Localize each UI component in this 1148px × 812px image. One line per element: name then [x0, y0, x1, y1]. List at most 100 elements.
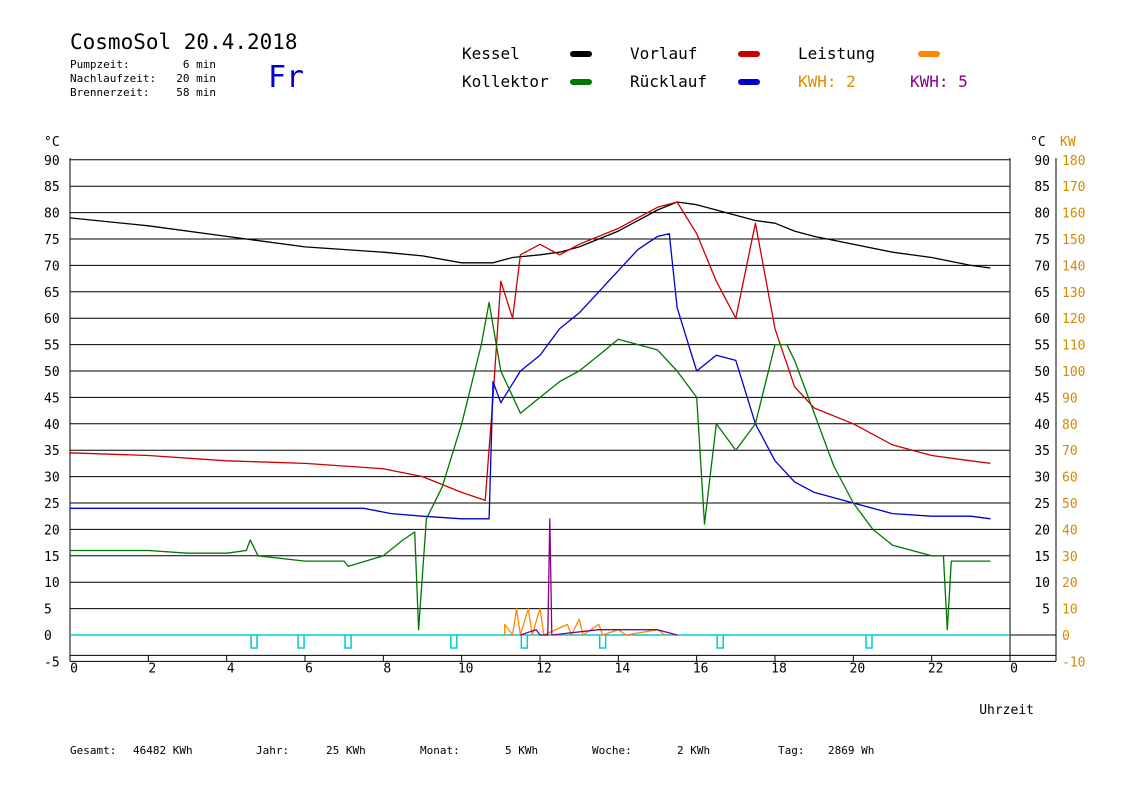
pump-pulse: [716, 635, 724, 649]
y-tick-label-right: 30: [1034, 471, 1050, 486]
legend-kollektor-swatch: [570, 79, 592, 85]
x-tick-label: 0: [1010, 661, 1018, 676]
y-tick-label-right: 55: [1034, 339, 1050, 354]
y-tick-label-left: 15: [44, 550, 60, 565]
y-tick-label-kw: 100: [1062, 365, 1085, 380]
x-tick-label: 8: [383, 661, 391, 676]
legend-leistung-label: Leistung: [798, 44, 876, 63]
y-tick-label-right: 70: [1034, 259, 1050, 274]
y-tick-label-kw: 160: [1062, 207, 1085, 222]
legend-kwh-b: KWH: 5: [910, 72, 968, 91]
x-tick-label: 2: [148, 661, 156, 676]
y-tick-label-kw: 130: [1062, 286, 1085, 301]
y-tick-label-kw: 120: [1062, 312, 1085, 327]
y-tick-label-right: 35: [1034, 444, 1050, 459]
brennerzeit-value: 58 min: [176, 86, 216, 99]
y-tick-label-kw: 180: [1062, 154, 1085, 169]
y-tick-label-kw: 70: [1062, 444, 1078, 459]
pump-pulse: [344, 635, 352, 649]
y-tick-label-left: 0: [44, 629, 52, 644]
y-axis-label-right-kw: KW: [1060, 135, 1076, 150]
y-tick-label-kw: 90: [1062, 391, 1078, 406]
y-tick-label-left: 45: [44, 391, 60, 406]
pumpzeit-value: 6 min: [182, 58, 216, 71]
y-tick-label-right: 15: [1034, 550, 1050, 565]
y-tick-label-right: 45: [1034, 391, 1050, 406]
legend-kwh-a: KWH: 2: [798, 72, 856, 91]
x-tick-label: 18: [771, 661, 787, 676]
y-tick-label-left: 75: [44, 233, 60, 248]
legend-leistung-swatch: [918, 51, 940, 57]
legend-kessel-swatch: [570, 51, 592, 57]
pump-pulse: [297, 635, 305, 649]
chart-title: CosmoSol 20.4.2018: [70, 30, 298, 54]
monat-value: 5 KWh: [505, 744, 539, 757]
x-tick-label: 10: [458, 661, 474, 676]
x-tick-label: 16: [693, 661, 709, 676]
x-tick-label: 20: [850, 661, 866, 676]
y-tick-label-kw: 140: [1062, 259, 1085, 274]
y-tick-label-right: 85: [1034, 180, 1050, 195]
series-vorlauf: [69, 201, 991, 502]
legend-ruecklauf-label: Rücklauf: [630, 72, 708, 91]
pump-pulse: [450, 635, 458, 649]
y-tick-label-right: 60: [1034, 312, 1050, 327]
gesamt-value: 46482 KWh: [133, 744, 193, 757]
legend-ruecklauf-swatch: [738, 79, 760, 85]
y-tick-label-right: 5: [1042, 603, 1050, 618]
y-tick-label-right: 90: [1034, 154, 1050, 169]
y-tick-label-kw: 40: [1062, 523, 1078, 538]
x-tick-label: 22: [928, 661, 944, 676]
weekday-label: Fr: [268, 60, 305, 95]
y-tick-label-kw: 30: [1062, 550, 1078, 565]
jahr-value: 25 KWh: [326, 744, 366, 757]
woche-label: Woche:: [592, 744, 632, 757]
y-tick-label-left: 85: [44, 180, 60, 195]
x-tick-label: 4: [227, 661, 235, 676]
y-tick-label-kw: 0: [1062, 629, 1070, 644]
monat-label: Monat:: [420, 744, 460, 757]
y-tick-label-right: 80: [1034, 207, 1050, 222]
gesamt-label: Gesamt:: [70, 744, 117, 757]
y-tick-label-right: 75: [1034, 233, 1050, 248]
series-kessel: [69, 201, 991, 269]
y-tick-label-left: 5: [44, 603, 52, 618]
y-tick-label-kw: 150: [1062, 233, 1085, 248]
nachlaufzeit-label: Nachlaufzeit:: [70, 72, 157, 85]
jahr-label: Jahr:: [256, 744, 290, 757]
pump-pulse: [250, 635, 258, 649]
pump-pulse: [865, 635, 873, 649]
y-tick-label-left: 55: [44, 339, 60, 354]
tag-label: Tag:: [778, 744, 805, 757]
y-tick-label-kw: 60: [1062, 471, 1078, 486]
pumpzeit-label: Pumpzeit:: [70, 58, 130, 71]
x-tick-label: 0: [70, 661, 78, 676]
y-tick-label-left: 35: [44, 444, 60, 459]
y-tick-label-left: 65: [44, 286, 60, 301]
y-tick-label-left: 50: [44, 365, 60, 380]
y-tick-label-left: 70: [44, 259, 60, 274]
y-tick-label-left: 90: [44, 154, 60, 169]
tag-value: 2869 Wh: [828, 744, 875, 757]
y-axis-label-left: °C: [44, 135, 60, 150]
y-tick-label-kw: 110: [1062, 339, 1085, 354]
y-tick-label-kw: 20: [1062, 576, 1078, 591]
y-tick-label-kw: 10: [1062, 603, 1078, 618]
legend-kessel-label: Kessel: [462, 44, 520, 63]
pump-pulse: [598, 635, 607, 649]
brennerzeit-label: Brennerzeit:: [70, 86, 150, 99]
y-tick-label-left: 25: [44, 497, 60, 512]
pump-pulse: [520, 635, 529, 649]
y-tick-label-right: 20: [1034, 523, 1050, 538]
x-tick-label: 6: [305, 661, 313, 676]
x-tick-label: 12: [536, 661, 552, 676]
legend-vorlauf-swatch: [738, 51, 760, 57]
x-axis-label: Uhrzeit: [979, 703, 1034, 718]
y-tick-label-left: 80: [44, 207, 60, 222]
series-kollektor: [70, 301, 991, 631]
y-tick-label-left: 10: [44, 576, 60, 591]
series-r-cklauf: [70, 233, 991, 520]
y-tick-label-left: 30: [44, 471, 60, 486]
y-tick-label-right: 25: [1034, 497, 1050, 512]
y-tick-label-right: 50: [1034, 365, 1050, 380]
